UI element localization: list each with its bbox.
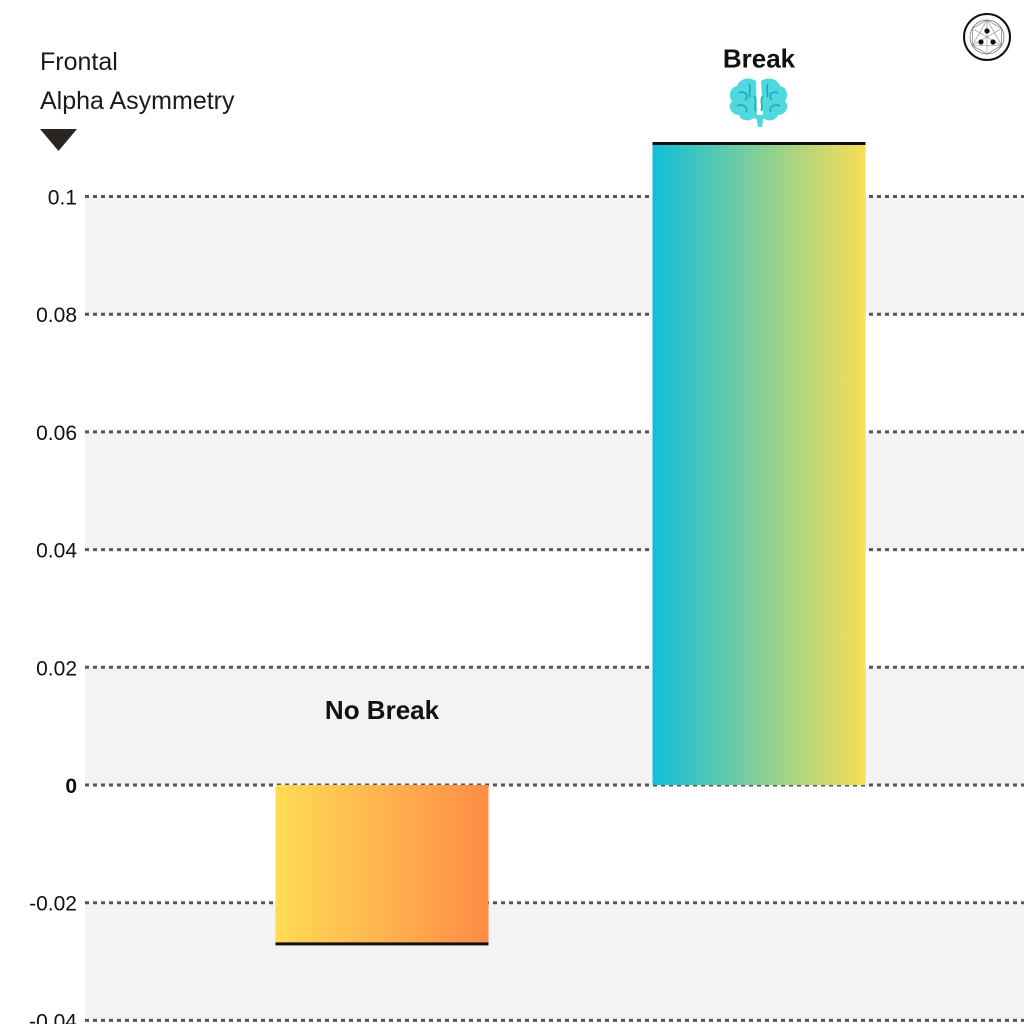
- grid-bands: [85, 196, 1024, 1021]
- grid-band: [85, 431, 1024, 550]
- category-label: No Break: [325, 695, 440, 725]
- y-axis-label-line-2: Alpha Asymmetry: [40, 87, 235, 115]
- y-tick-label: -0.02: [29, 893, 77, 916]
- y-tick-label: 0.04: [36, 540, 77, 563]
- y-axis-ticks: 0.1 0.08 0.06 0.04 0.02 0 -0.02 -0.04: [29, 187, 77, 1024]
- grid-band: [85, 667, 1024, 785]
- logo-icon: [963, 13, 1011, 61]
- y-tick-label: 0.1: [48, 187, 77, 210]
- y-axis-label-line-1: Frontal: [40, 48, 118, 76]
- bar-no-break: [275, 785, 489, 944]
- y-tick-label: 0.08: [36, 304, 77, 327]
- y-tick-label: 0: [65, 775, 77, 798]
- caret-down-icon: [40, 129, 77, 151]
- y-tick-label: -0.04: [29, 1010, 77, 1024]
- grid-lines: [85, 195, 1024, 1022]
- brain-icon: [729, 78, 788, 127]
- bar-break: [652, 143, 866, 785]
- y-tick-label: 0.06: [36, 422, 77, 445]
- bars: [275, 142, 866, 946]
- y-tick-label: 0.02: [36, 657, 77, 680]
- category-label: Break: [723, 44, 796, 74]
- category-labels: No Break Break: [325, 44, 796, 725]
- grid-band: [85, 196, 1024, 315]
- grid-band: [85, 902, 1024, 1021]
